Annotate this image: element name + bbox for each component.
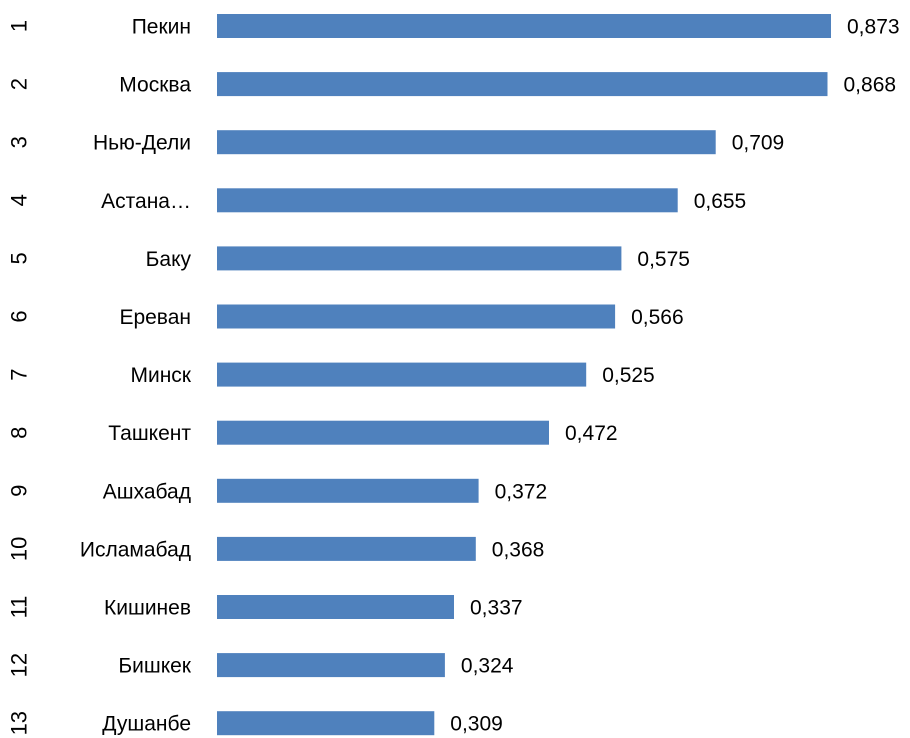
value-label: 0,472 bbox=[565, 422, 618, 445]
value-label: 0,873 bbox=[847, 16, 900, 39]
bar bbox=[217, 478, 479, 503]
rank-label: 9 bbox=[7, 485, 32, 497]
rank-label: 5 bbox=[7, 252, 32, 264]
rank-label: 1 bbox=[7, 20, 32, 32]
bar bbox=[217, 14, 831, 38]
rank-label: 12 bbox=[7, 653, 32, 677]
category-label: Ташкент bbox=[108, 422, 191, 445]
bar bbox=[217, 711, 435, 736]
bar bbox=[217, 362, 587, 387]
bar bbox=[217, 304, 616, 329]
category-label: Пекин bbox=[132, 16, 191, 39]
value-label: 0,309 bbox=[450, 713, 503, 736]
category-label: Баку bbox=[146, 248, 192, 271]
value-label: 0,868 bbox=[844, 74, 897, 97]
category-label: Бишкек bbox=[118, 655, 191, 678]
chart-rows: 1 Пекин 0,873 2 Москва 0,868 3 Нью-Дели 0,709 4 Ас… bbox=[7, 14, 900, 736]
category-label: Ереван bbox=[119, 306, 191, 329]
rank-label: 11 bbox=[7, 596, 32, 619]
value-label: 0,575 bbox=[637, 248, 690, 271]
bar bbox=[217, 420, 549, 445]
category-label: Душанбе bbox=[102, 713, 191, 736]
bar bbox=[217, 246, 622, 271]
category-label: Астана… bbox=[101, 190, 191, 213]
value-label: 0,655 bbox=[694, 190, 747, 213]
rank-label: 10 bbox=[7, 537, 32, 561]
rank-label: 13 bbox=[7, 711, 32, 735]
value-label: 0,337 bbox=[470, 597, 523, 620]
bar bbox=[217, 188, 678, 213]
category-label: Москва bbox=[119, 74, 191, 97]
value-label: 0,709 bbox=[732, 132, 785, 155]
rank-label: 6 bbox=[7, 310, 32, 322]
category-label: Нью-Дели bbox=[93, 132, 191, 155]
value-label: 0,566 bbox=[631, 306, 684, 329]
bar bbox=[217, 536, 476, 561]
category-label: Кишинев bbox=[104, 597, 191, 620]
bar bbox=[217, 653, 445, 678]
bar bbox=[217, 595, 454, 619]
rank-label: 7 bbox=[7, 368, 32, 380]
value-label: 0,324 bbox=[461, 655, 514, 678]
rank-label: 2 bbox=[7, 78, 32, 90]
bar bbox=[217, 72, 828, 97]
value-label: 0,368 bbox=[492, 538, 545, 561]
category-label: Ашхабад bbox=[103, 480, 191, 503]
rank-label: 4 bbox=[7, 194, 32, 206]
rank-label: 8 bbox=[7, 427, 32, 439]
bar bbox=[217, 130, 716, 155]
category-label: Минск bbox=[130, 364, 191, 387]
rank-label: 3 bbox=[7, 136, 32, 148]
value-label: 0,525 bbox=[602, 364, 655, 387]
category-label: Исламабад bbox=[80, 538, 191, 561]
value-label: 0,372 bbox=[495, 480, 548, 503]
